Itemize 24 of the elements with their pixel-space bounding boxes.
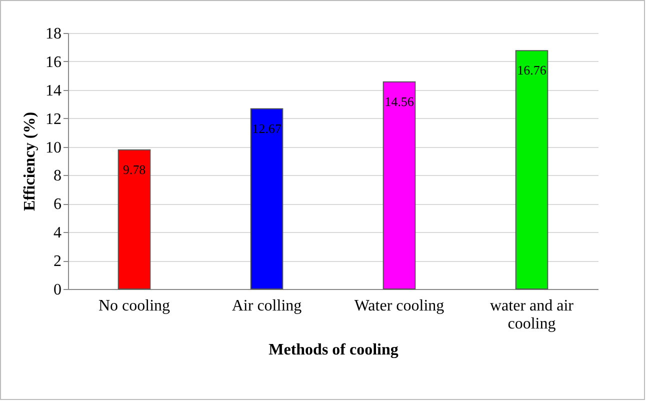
x-tick-label: water and air cooling	[490, 298, 574, 332]
bar	[250, 108, 284, 290]
y-tick-label: 8	[54, 168, 62, 185]
y-tick-label: 4	[54, 224, 62, 242]
x-tick-label: Water cooling	[354, 298, 444, 314]
data-label: 14.56	[384, 94, 414, 109]
data-label: 16.76	[517, 62, 547, 78]
y-axis-title: Efficiency (%)	[22, 112, 38, 212]
bar	[118, 149, 151, 290]
x-tick-label: Air colling	[232, 298, 302, 314]
y-tick-label: 0	[54, 282, 62, 298]
data-label: 9.78	[122, 162, 146, 177]
y-tick-label: 2	[54, 253, 62, 270]
bar	[515, 50, 548, 290]
y-tick-label: 14	[46, 82, 62, 100]
x-tick-label: No cooling	[98, 298, 170, 314]
bar	[382, 81, 416, 290]
x-axis-title: Methods of cooling	[268, 342, 398, 358]
y-tick-label: 6	[54, 196, 62, 214]
y-tick-label: 12	[46, 110, 62, 128]
y-tick-label: 10	[46, 139, 62, 156]
data-label: 12.67	[252, 120, 282, 136]
y-tick-label: 16	[46, 54, 62, 71]
y-tick-label: 18	[46, 26, 62, 42]
